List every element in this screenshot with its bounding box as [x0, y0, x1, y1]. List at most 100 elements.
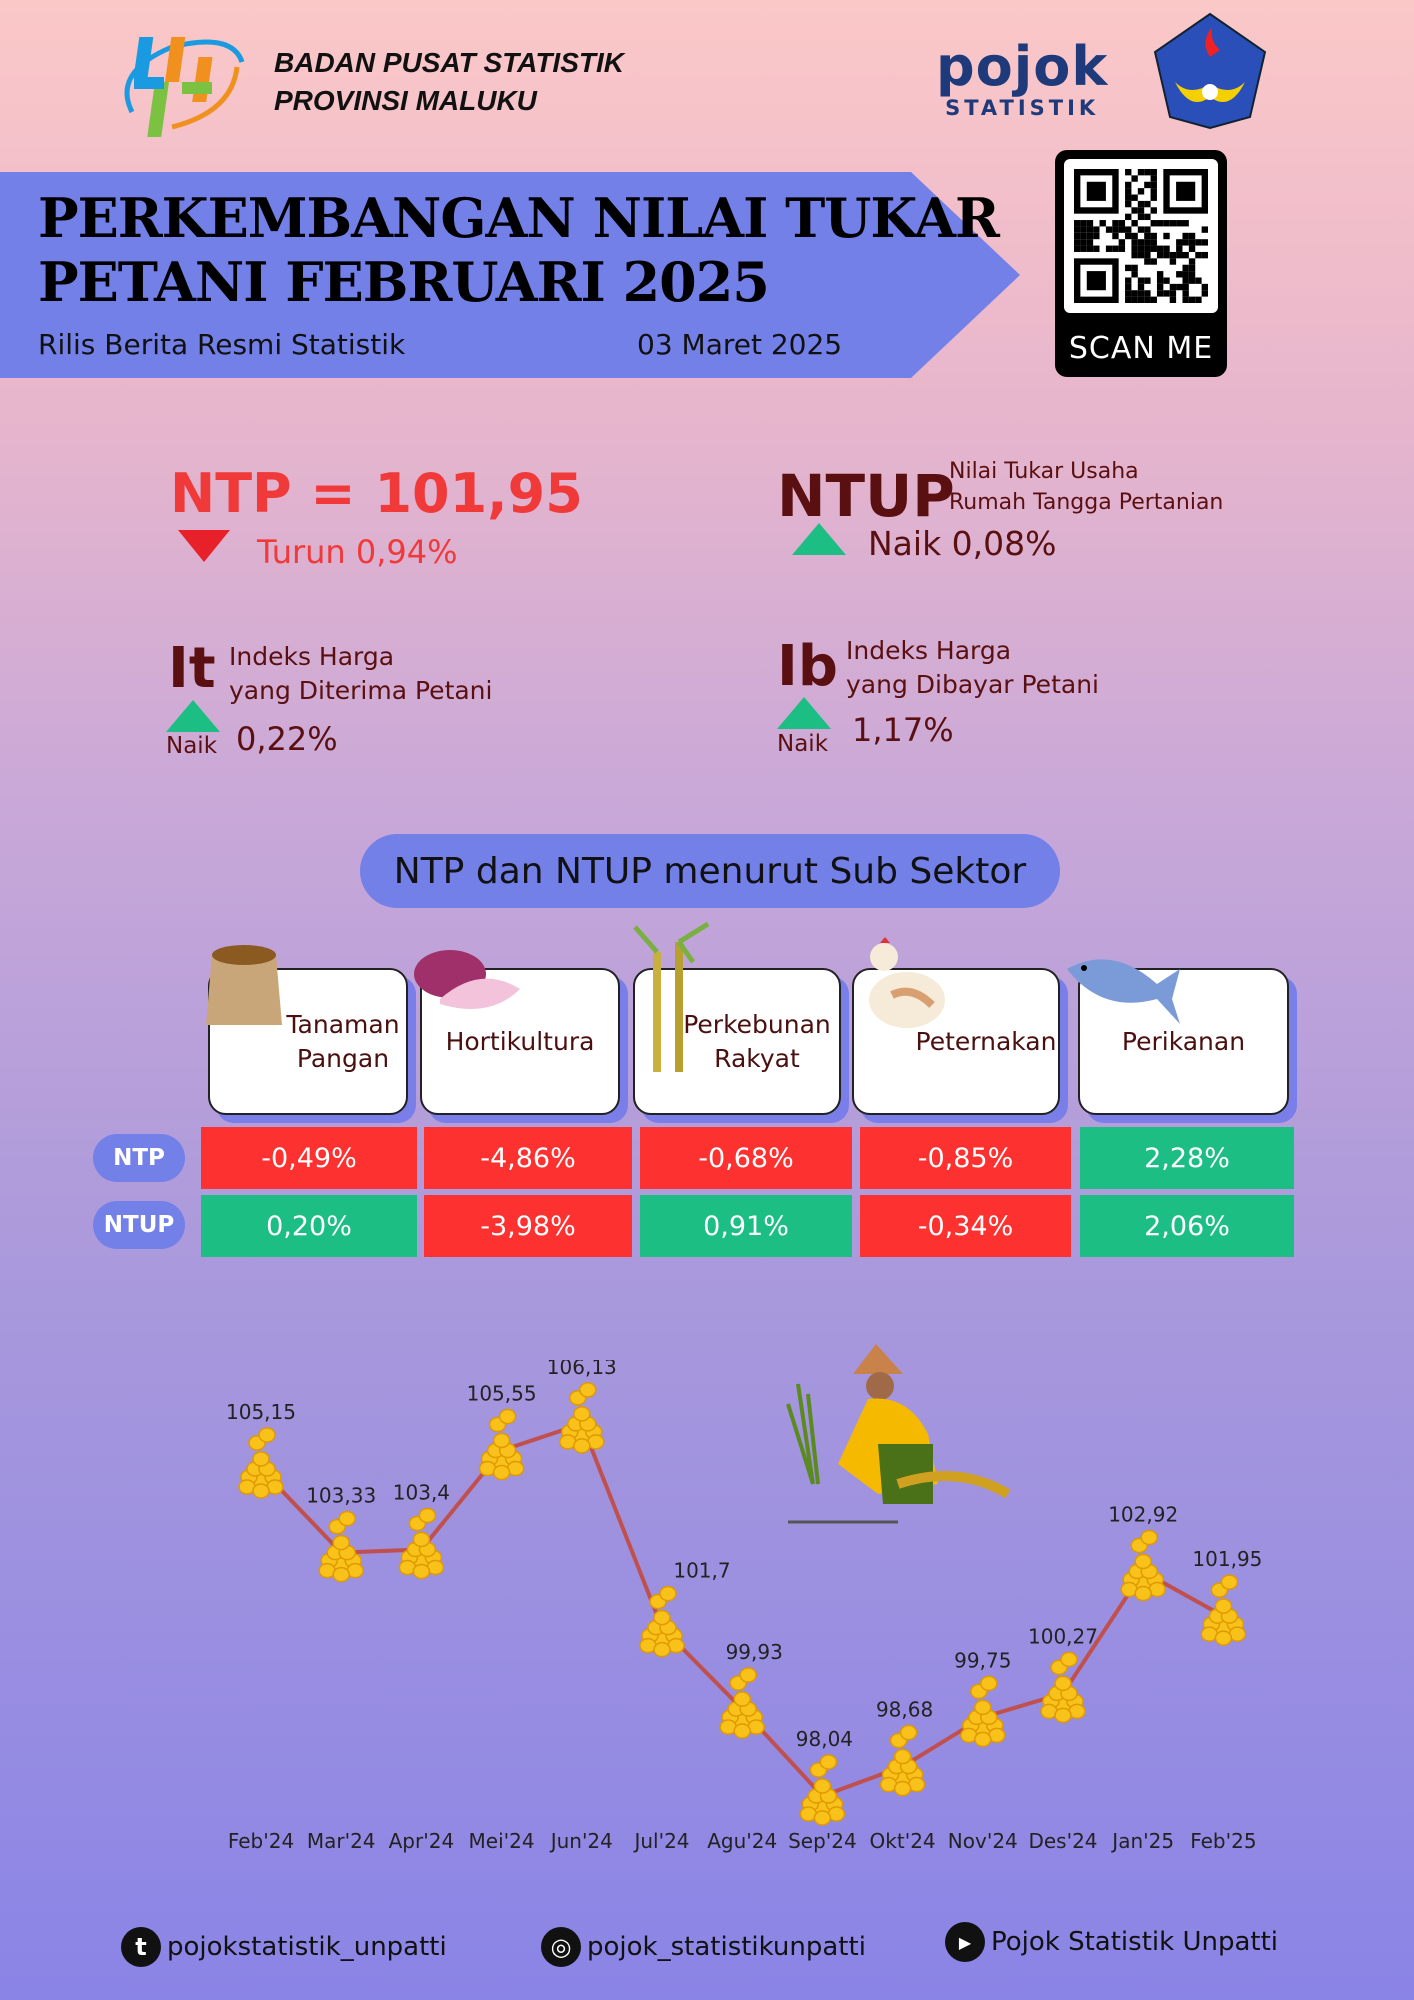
coin	[653, 1609, 671, 1626]
coin	[573, 1406, 591, 1422]
sector-name-line2: Rakyat	[714, 1043, 800, 1073]
x-tick-label: Mei'24	[469, 1829, 535, 1853]
ntup-change: Naik 0,08%	[868, 524, 1057, 563]
coin	[492, 1432, 511, 1449]
x-tick-label: Jul'24	[632, 1829, 689, 1853]
it-desc-line1: Indeks Harga	[229, 642, 395, 671]
coin	[492, 1464, 511, 1481]
x-tick-label: Jun'24	[549, 1829, 613, 1853]
data-point-coins	[559, 1382, 605, 1454]
sector-name: Hortikultura	[446, 1025, 595, 1059]
it-direction: Naik	[166, 733, 218, 759]
tiktok-link[interactable]: t pojokstatistik_unpatti	[121, 1927, 447, 1967]
data-label: 99,75	[954, 1648, 1011, 1672]
it-value: 0,22%	[236, 720, 338, 758]
data-point-coins	[1120, 1529, 1166, 1602]
coin	[418, 1507, 437, 1524]
sector-name: Perikanan	[1122, 1025, 1245, 1059]
title-line1: PERKEMBANGAN NILAI TUKAR	[38, 186, 1000, 250]
up-arrow-icon	[777, 697, 831, 729]
ntup-description: Nilai Tukar Usaha Rumah Tangga Pertanian	[949, 456, 1223, 518]
data-point-coins	[1040, 1651, 1086, 1724]
ib-description: Indeks Harga yang Dibayar Petani	[846, 634, 1099, 702]
ntp-row-label: NTP	[93, 1134, 185, 1182]
it-description: Indeks Harga yang Diterima Petani	[229, 640, 492, 708]
data-point-coins	[1200, 1574, 1247, 1646]
data-point-coins	[398, 1507, 445, 1580]
data-label: 98,04	[796, 1727, 853, 1751]
ib-desc-line2: yang Dibayar Petani	[846, 670, 1099, 699]
ntp-change-cell: -0,49%	[201, 1127, 417, 1189]
x-tick-label: Nov'24	[948, 1829, 1018, 1853]
title-line2: PETANI FEBRUARI 2025	[38, 250, 770, 314]
coin	[893, 1748, 912, 1765]
ntp-change-cell: -4,86%	[424, 1127, 632, 1189]
qr-pattern	[1074, 169, 1208, 303]
x-tick-label: Agu'24	[707, 1829, 777, 1853]
sector-name: Peternakan	[916, 1025, 1057, 1059]
bps-logo	[124, 37, 245, 137]
coin	[1220, 1574, 1239, 1590]
coin	[653, 1641, 671, 1658]
up-arrow-icon	[792, 523, 846, 555]
coin	[813, 1810, 832, 1826]
coin	[980, 1675, 998, 1692]
coin	[252, 1451, 270, 1467]
it-desc-line2: yang Diterima Petani	[229, 676, 493, 705]
coin	[1134, 1585, 1152, 1602]
page-title: PERKEMBANGAN NILAI TUKAR PETANI FEBRUARI …	[38, 186, 1000, 314]
sugarcane-icon	[633, 922, 710, 1072]
x-tick-label: Okt'24	[870, 1829, 936, 1853]
data-point-coins	[719, 1667, 765, 1739]
release-date: 03 Maret 2025	[637, 328, 843, 361]
coin	[659, 1585, 677, 1602]
coin	[733, 1691, 751, 1707]
ib-value: 1,17%	[852, 711, 954, 749]
sector-card: Perkebunan Rakyat	[633, 968, 841, 1115]
data-label: 101,7	[673, 1559, 730, 1583]
youtube-channel: Pojok Statistik Unpatti	[991, 1927, 1279, 1957]
farmer-illustration	[786, 1344, 1011, 1524]
ntup-row-label: NTUP	[93, 1201, 185, 1249]
data-label: 103,33	[306, 1484, 376, 1508]
data-label: 106,13	[547, 1360, 617, 1379]
coin	[1054, 1675, 1072, 1692]
tiktok-icon: t	[121, 1927, 161, 1967]
coin	[813, 1778, 832, 1794]
coin	[332, 1534, 350, 1551]
ntup-change-cell: 2,06%	[1080, 1195, 1294, 1257]
org-line2: PROVINSI MALUKU	[274, 85, 537, 116]
scan-me-label: SCAN ME	[1068, 331, 1214, 366]
coin	[1214, 1630, 1233, 1646]
ntp-line-chart: 105,15 Feb'24 103,33 Mar'24 103,4 Apr'24 105,5…	[226, 1360, 1262, 1853]
title-banner	[0, 172, 1020, 378]
data-label: 98,68	[876, 1698, 933, 1722]
coin	[819, 1754, 838, 1770]
ntp-change-cell: -0,85%	[860, 1127, 1071, 1189]
x-tick-label: Sep'24	[788, 1829, 857, 1853]
data-point-coins	[478, 1408, 525, 1481]
ntup-change-cell: -0,34%	[860, 1195, 1071, 1257]
x-tick-label: Des'24	[1028, 1829, 1097, 1853]
data-label: 99,93	[726, 1640, 783, 1664]
instagram-link[interactable]: ◎ pojok_statistikunpatti	[541, 1927, 866, 1967]
pojok-logo-sub: STATISTIK	[945, 96, 1100, 120]
coin	[1134, 1553, 1152, 1570]
ib-direction: Naik	[777, 731, 829, 757]
data-point-coins	[639, 1585, 685, 1658]
ntup-change-cell: 0,20%	[201, 1195, 417, 1257]
coin	[974, 1731, 992, 1748]
chicken-icon	[869, 937, 945, 1028]
ib-label: Ib	[777, 634, 838, 699]
coin	[733, 1723, 751, 1739]
sector-name: Perkebunan Rakyat	[683, 1008, 831, 1076]
coin	[579, 1382, 597, 1398]
ntup-desc-line2: Rumah Tangga Pertanian	[949, 490, 1224, 515]
coin	[338, 1510, 356, 1527]
pojok-logo-text: pojok	[936, 35, 1109, 98]
coin	[1054, 1707, 1072, 1724]
ntp-value: NTP = 101,95	[170, 462, 583, 525]
coin	[899, 1724, 918, 1741]
youtube-link[interactable]: ▶ Pojok Statistik Unpatti	[945, 1922, 1278, 1962]
qr-code[interactable]: SCAN ME	[1055, 150, 1227, 377]
